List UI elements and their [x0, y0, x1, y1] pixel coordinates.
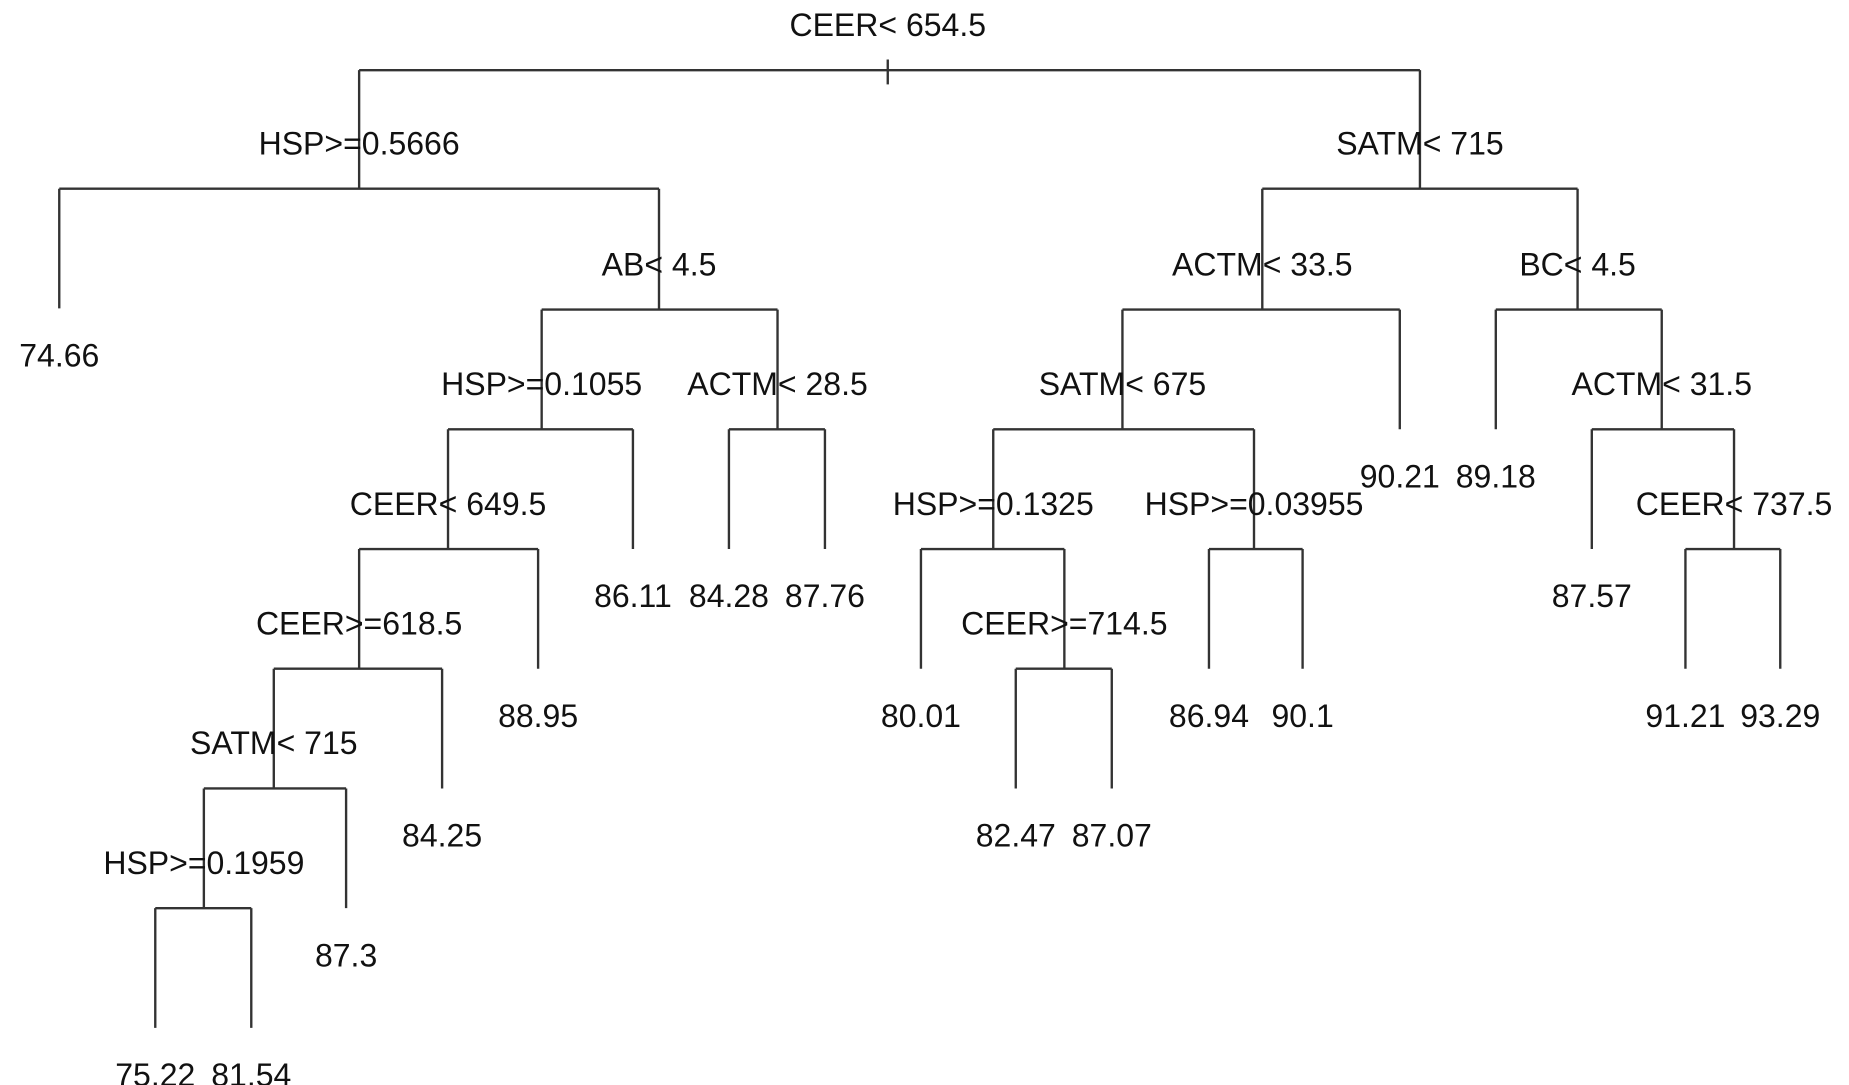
- leaf-value: 75.22: [115, 1057, 195, 1085]
- split-label: HSP>=0.1325: [893, 486, 1094, 522]
- leaf-value: 87.76: [785, 578, 865, 614]
- leaf-value: 81.54: [211, 1057, 291, 1085]
- leaf-value: 90.21: [1360, 459, 1440, 495]
- leaf-value: 87.07: [1072, 818, 1152, 854]
- leaf-value: 89.18: [1456, 459, 1536, 495]
- split-label: SATM< 675: [1039, 366, 1206, 402]
- leaf-value: 82.47: [976, 818, 1056, 854]
- leaf-value: 80.01: [881, 698, 961, 734]
- split-label: CEER>=714.5: [961, 606, 1167, 642]
- leaf-value: 91.21: [1645, 698, 1725, 734]
- leaf-value: 74.66: [19, 338, 99, 374]
- split-label: BC< 4.5: [1519, 246, 1636, 282]
- split-label: ACTM< 28.5: [687, 366, 868, 402]
- leaf-value: 87.57: [1552, 578, 1632, 614]
- split-label: HSP>=0.1055: [441, 366, 642, 402]
- leaf-value: 88.95: [498, 698, 578, 734]
- split-label: AB< 4.5: [602, 246, 717, 282]
- leaf-value: 84.28: [689, 578, 769, 614]
- split-label: ACTM< 31.5: [1571, 366, 1752, 402]
- leaf-value: 84.25: [402, 818, 482, 854]
- split-label: CEER< 737.5: [1636, 486, 1833, 522]
- split-label: CEER< 649.5: [350, 486, 547, 522]
- leaf-value: 87.3: [315, 937, 377, 973]
- leaf-value: 86.94: [1169, 698, 1249, 734]
- split-label: CEER>=618.5: [256, 606, 462, 642]
- leaf-value: 93.29: [1740, 698, 1820, 734]
- split-label: SATM< 715: [190, 725, 357, 761]
- split-label: ACTM< 33.5: [1172, 246, 1353, 282]
- split-label: HSP>=0.5666: [259, 125, 460, 161]
- split-label: SATM< 715: [1336, 125, 1503, 161]
- leaf-value: 86.11: [594, 578, 672, 614]
- split-label: HSP>=0.1959: [103, 845, 304, 881]
- leaf-value: 90.1: [1271, 698, 1333, 734]
- split-label: HSP>=0.03955: [1145, 486, 1364, 522]
- split-label: CEER< 654.5: [789, 7, 986, 43]
